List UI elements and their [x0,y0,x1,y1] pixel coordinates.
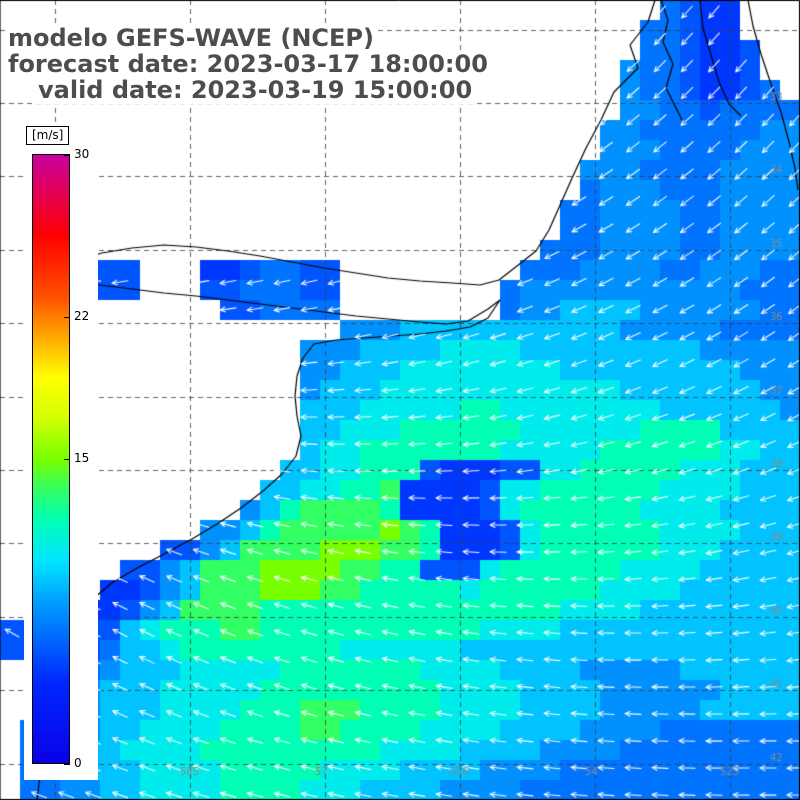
colorbar-unit-label: [m/s] [26,126,70,145]
colorbar-gradient [32,154,70,764]
tick-label: 30 [74,147,90,161]
colorbar-panel: [m/s] 30 22 15 0 [24,124,98,780]
title-block: modelo GEFS-WAVE (NCEP) forecast date: 2… [6,26,492,104]
tick-mark [64,459,70,460]
valid-date-label: valid date: 2023-03-19 15:00:00 [36,78,477,104]
tick-mark [64,316,70,318]
tick-label: 15 [74,451,90,465]
model-title: modelo GEFS-WAVE (NCEP) [6,26,378,52]
tick-mark [64,155,70,156]
tick-label: 22 [74,308,90,323]
tick-mark [64,764,70,765]
tick-label: 0 [74,756,82,770]
colorbar: 30 22 15 0 [32,147,89,770]
forecast-date-label: forecast date: 2023-03-17 18:00:00 [6,52,492,78]
